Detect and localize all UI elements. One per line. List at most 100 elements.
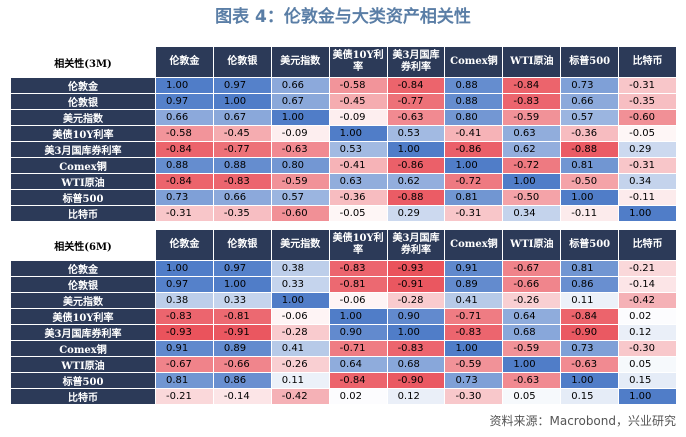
- row-label: 伦敦银: [10, 276, 156, 293]
- value-cell: -0.59: [502, 109, 562, 126]
- value-cell: 0.63: [502, 125, 562, 142]
- value-cell: -0.09: [270, 125, 330, 142]
- value-cell: 0.57: [270, 189, 330, 206]
- value-cell: 0.15: [560, 388, 620, 405]
- column-header: 伦敦金: [155, 46, 214, 78]
- value-cell: 1.00: [270, 292, 330, 309]
- value-cell: -0.90: [386, 372, 446, 389]
- data-row: 美元指数 0.38 0.33 1.00 -0.06 -0.28 0.41 -0.26 0.11-…: [10, 292, 678, 309]
- value-cell: -0.59: [502, 340, 562, 357]
- value-cell: -0.67: [502, 260, 562, 277]
- value-cell: -0.60: [270, 205, 330, 222]
- value-cell: 1.00: [444, 340, 504, 357]
- value-cell: 0.68: [386, 356, 446, 373]
- value-cell: 0.88: [444, 77, 504, 94]
- row-label: 美债10Y利率: [10, 125, 156, 142]
- value-cell: -0.60: [618, 109, 678, 126]
- value-cell: -0.83: [502, 93, 562, 110]
- data-row: 美债10Y利率 -0.83 -0.81 -0.06 1.00 0.90 -0.71 0.64-…: [10, 308, 678, 325]
- value-cell: -0.83: [386, 340, 446, 357]
- data-row: 标普500 0.73 0.66 0.57 -0.36 -0.88 0.81 -0.50 1.00…: [10, 189, 678, 206]
- row-label: Comex铜: [10, 157, 156, 174]
- value-cell: -0.45: [328, 93, 388, 110]
- row-label: WTI原油: [10, 173, 156, 190]
- value-cell: -0.83: [444, 324, 504, 341]
- value-cell: 0.73: [444, 372, 504, 389]
- value-cell: -0.06: [270, 308, 330, 325]
- value-cell: -0.59: [270, 173, 330, 190]
- value-cell: -0.41: [444, 125, 504, 142]
- value-cell: 0.89: [212, 340, 272, 357]
- value-cell: 0.73: [560, 340, 620, 357]
- row-label: 比特币: [10, 388, 156, 405]
- column-header: 比特币: [618, 229, 678, 261]
- value-cell: 1.00: [386, 324, 446, 341]
- value-cell: 1.00: [270, 109, 330, 126]
- column-header: 美债10Y利率: [328, 229, 388, 261]
- value-cell: -0.41: [328, 157, 388, 174]
- data-row: 美债10Y利率 -0.58 -0.45 -0.09 1.00 0.53 -0.41 0.63-…: [10, 125, 678, 142]
- value-cell: 0.66: [155, 109, 214, 126]
- column-header: 美元指数: [270, 46, 330, 78]
- value-cell: 0.66: [212, 189, 272, 206]
- value-cell: 0.97: [212, 77, 272, 94]
- value-cell: -0.21: [618, 260, 678, 277]
- value-cell: -0.63: [386, 109, 446, 126]
- value-cell: -0.31: [618, 157, 678, 174]
- value-cell: 0.97: [155, 93, 214, 110]
- value-cell: -0.31: [618, 77, 678, 94]
- data-row: 伦敦银 0.97 1.00 0.67 -0.45 -0.77 0.88 -0.83 0.66 -0…: [10, 93, 678, 110]
- value-cell: 0.41: [270, 340, 330, 357]
- value-cell: 0.81: [155, 372, 214, 389]
- value-cell: -0.35: [212, 205, 272, 222]
- value-cell: -0.63: [560, 356, 620, 373]
- value-cell: 1.00: [328, 125, 388, 142]
- value-cell: -0.11: [560, 205, 620, 222]
- value-cell: 1.00: [212, 93, 272, 110]
- value-cell: -0.84: [155, 173, 214, 190]
- row-label: 伦敦金: [10, 260, 156, 277]
- value-cell: 0.29: [386, 205, 446, 222]
- value-cell: 0.29: [618, 141, 678, 158]
- column-header: Comex铜: [444, 46, 504, 78]
- value-cell: 0.53: [386, 125, 446, 142]
- column-header: 伦敦金: [155, 229, 214, 261]
- value-cell: 0.89: [444, 276, 504, 293]
- value-cell: 0.62: [502, 141, 562, 158]
- source: 资料来源：Macrobond，兴业研究: [489, 414, 677, 428]
- value-cell: 0.53: [328, 141, 388, 158]
- value-cell: -0.86: [444, 141, 504, 158]
- data-row: 比特币 -0.21 -0.14 -0.42 0.02 0.12 -0.30 0.05 0.15 1…: [10, 388, 678, 405]
- value-cell: -0.45: [212, 125, 272, 142]
- value-cell: 0.15: [618, 372, 678, 389]
- heatmap-table: 相关性(3M) 伦敦金 伦敦银 美元指数 美债10Y利率 美3月国库券利率 Comex铜 WT…: [10, 46, 678, 222]
- data-row: 伦敦金 1.00 0.97 0.38 -0.83 -0.93 0.91 -0.67 0.81 -0…: [10, 260, 678, 277]
- value-cell: -0.26: [270, 356, 330, 373]
- column-header: WTI原油: [502, 46, 562, 78]
- column-header: 美元指数: [270, 229, 330, 261]
- value-cell: 1.00: [618, 388, 678, 405]
- value-cell: 0.34: [502, 205, 562, 222]
- value-cell: 0.97: [155, 276, 214, 293]
- value-cell: 0.73: [155, 189, 214, 206]
- value-cell: -0.90: [560, 324, 620, 341]
- data-row: 伦敦银 0.97 1.00 0.33 -0.81 -0.91 0.89 -0.66 0.86 -0…: [10, 276, 678, 293]
- value-cell: -0.59: [444, 356, 504, 373]
- column-header: 美3月国库券利率: [386, 229, 446, 261]
- value-cell: -0.31: [444, 205, 504, 222]
- value-cell: 0.12: [618, 324, 678, 341]
- value-cell: -0.72: [444, 173, 504, 190]
- value-cell: 0.86: [212, 372, 272, 389]
- column-header: Comex铜: [444, 229, 504, 261]
- value-cell: 1.00: [502, 173, 562, 190]
- value-cell: -0.83: [212, 173, 272, 190]
- value-cell: -0.84: [328, 372, 388, 389]
- value-cell: 1.00: [155, 260, 214, 277]
- data-row: 美3月国库券利率 -0.84 -0.77 -0.63 0.53 1.00 -0.86 0.62…: [10, 141, 678, 158]
- corner-label: 相关性(3M): [10, 46, 156, 78]
- value-cell: -0.81: [212, 308, 272, 325]
- value-cell: 1.00: [155, 77, 214, 94]
- value-cell: 1.00: [386, 141, 446, 158]
- row-label: 标普500: [10, 189, 156, 206]
- value-cell: -0.28: [386, 292, 446, 309]
